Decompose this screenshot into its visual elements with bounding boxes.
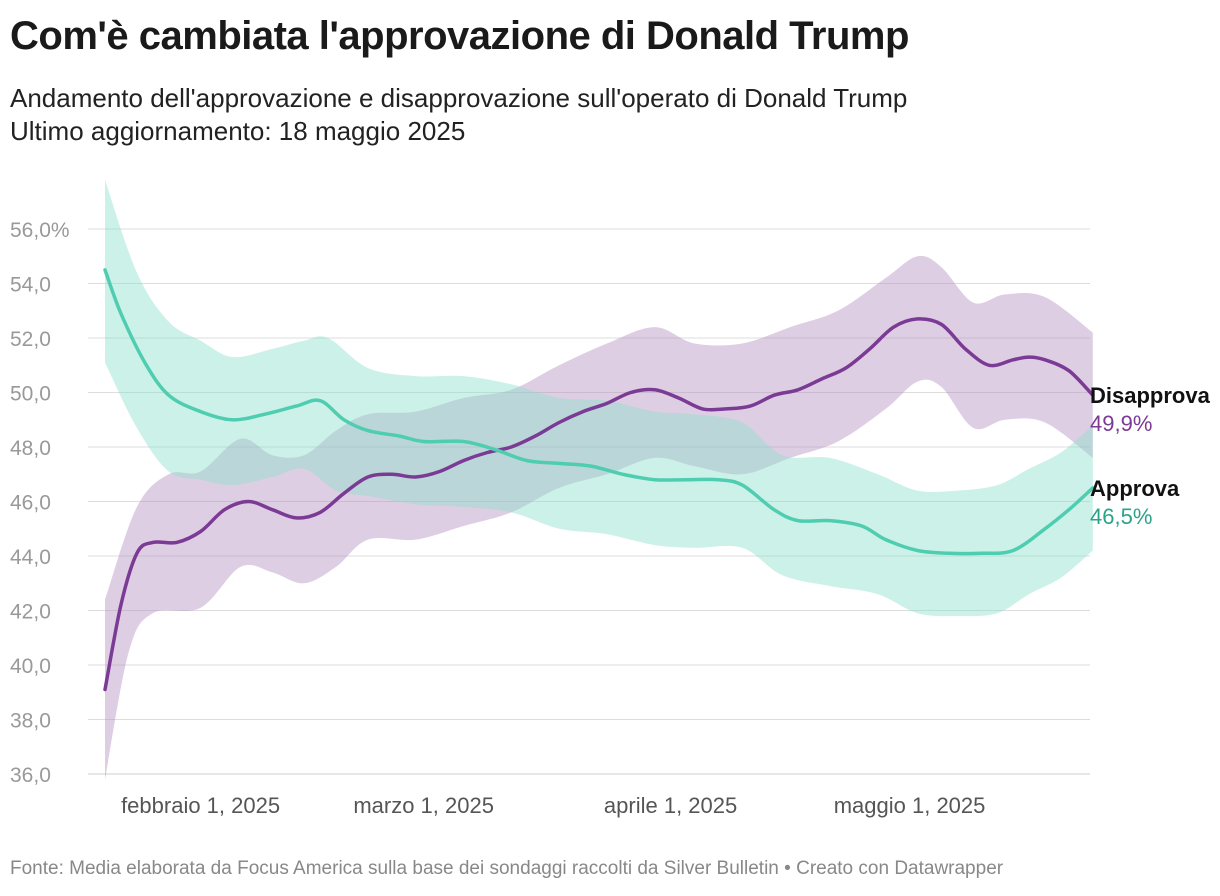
datawrapper-credit: Creato con Datawrapper [796, 858, 1004, 879]
confidence-bands [105, 180, 1093, 780]
chart-title: Com'è cambiata l'approvazione di Donald … [10, 14, 909, 58]
y-tick-label: 56,0% [10, 219, 70, 242]
x-tick-label: marzo 1, 2025 [353, 793, 494, 818]
chart-subtitle: Andamento dell'approvazione e disapprova… [10, 82, 907, 148]
subtitle-description: Andamento dell'approvazione e disapprova… [10, 83, 908, 113]
y-tick-label: 40,0 [10, 655, 51, 678]
x-tick-label: maggio 1, 2025 [834, 793, 986, 818]
y-tick-label: 46,0 [10, 492, 51, 515]
y-tick-label: 38,0 [10, 710, 51, 733]
disapprove-confidence-band [105, 255, 1093, 780]
x-tick-label: febbraio 1, 2025 [121, 793, 280, 818]
disapprove-line [103, 317, 1095, 692]
disapprove-series-label: Disapprova [1090, 383, 1211, 408]
approve-value-label: 46,5% [1090, 504, 1152, 529]
y-axis-labels: 36,0 38,0 40,0 42,0 44,0 46,0 48,0 50,0 52,0 54,0… [10, 219, 70, 787]
approval-line-chart: 36,0 38,0 40,0 42,0 44,0 46,0 48,0 50,0 52,0 54,0… [10, 180, 1211, 818]
disapprove-value-label: 49,9% [1090, 411, 1152, 436]
x-tick-label: aprile 1, 2025 [604, 793, 737, 818]
y-tick-label: 54,0 [10, 274, 51, 297]
x-axis-labels: febbraio 1, 2025 marzo 1, 2025 aprile 1, 2… [121, 793, 985, 818]
series-lines [103, 268, 1095, 692]
source-text: Fonte: Media elaborata da Focus America … [10, 858, 779, 879]
subtitle-last-updated: Ultimo aggiornamento: 18 maggio 2025 [10, 116, 466, 146]
end-labels: Disapprova 49,9% Approva 46,5% [1090, 383, 1211, 529]
grid-layer [88, 228, 1090, 775]
y-tick-label: 52,0 [10, 328, 51, 351]
chart-source: Fonte: Media elaborata da Focus America … [10, 858, 1003, 880]
y-tick-label: 48,0 [10, 437, 51, 460]
y-tick-label: 36,0 [10, 764, 51, 787]
approve-line [103, 268, 1095, 556]
y-tick-label: 42,0 [10, 601, 51, 624]
y-tick-label: 50,0 [10, 383, 51, 406]
approve-confidence-band [105, 180, 1093, 617]
approve-series-label: Approva [1090, 476, 1180, 501]
source-separator: • [778, 858, 797, 879]
y-tick-label: 44,0 [10, 546, 51, 569]
